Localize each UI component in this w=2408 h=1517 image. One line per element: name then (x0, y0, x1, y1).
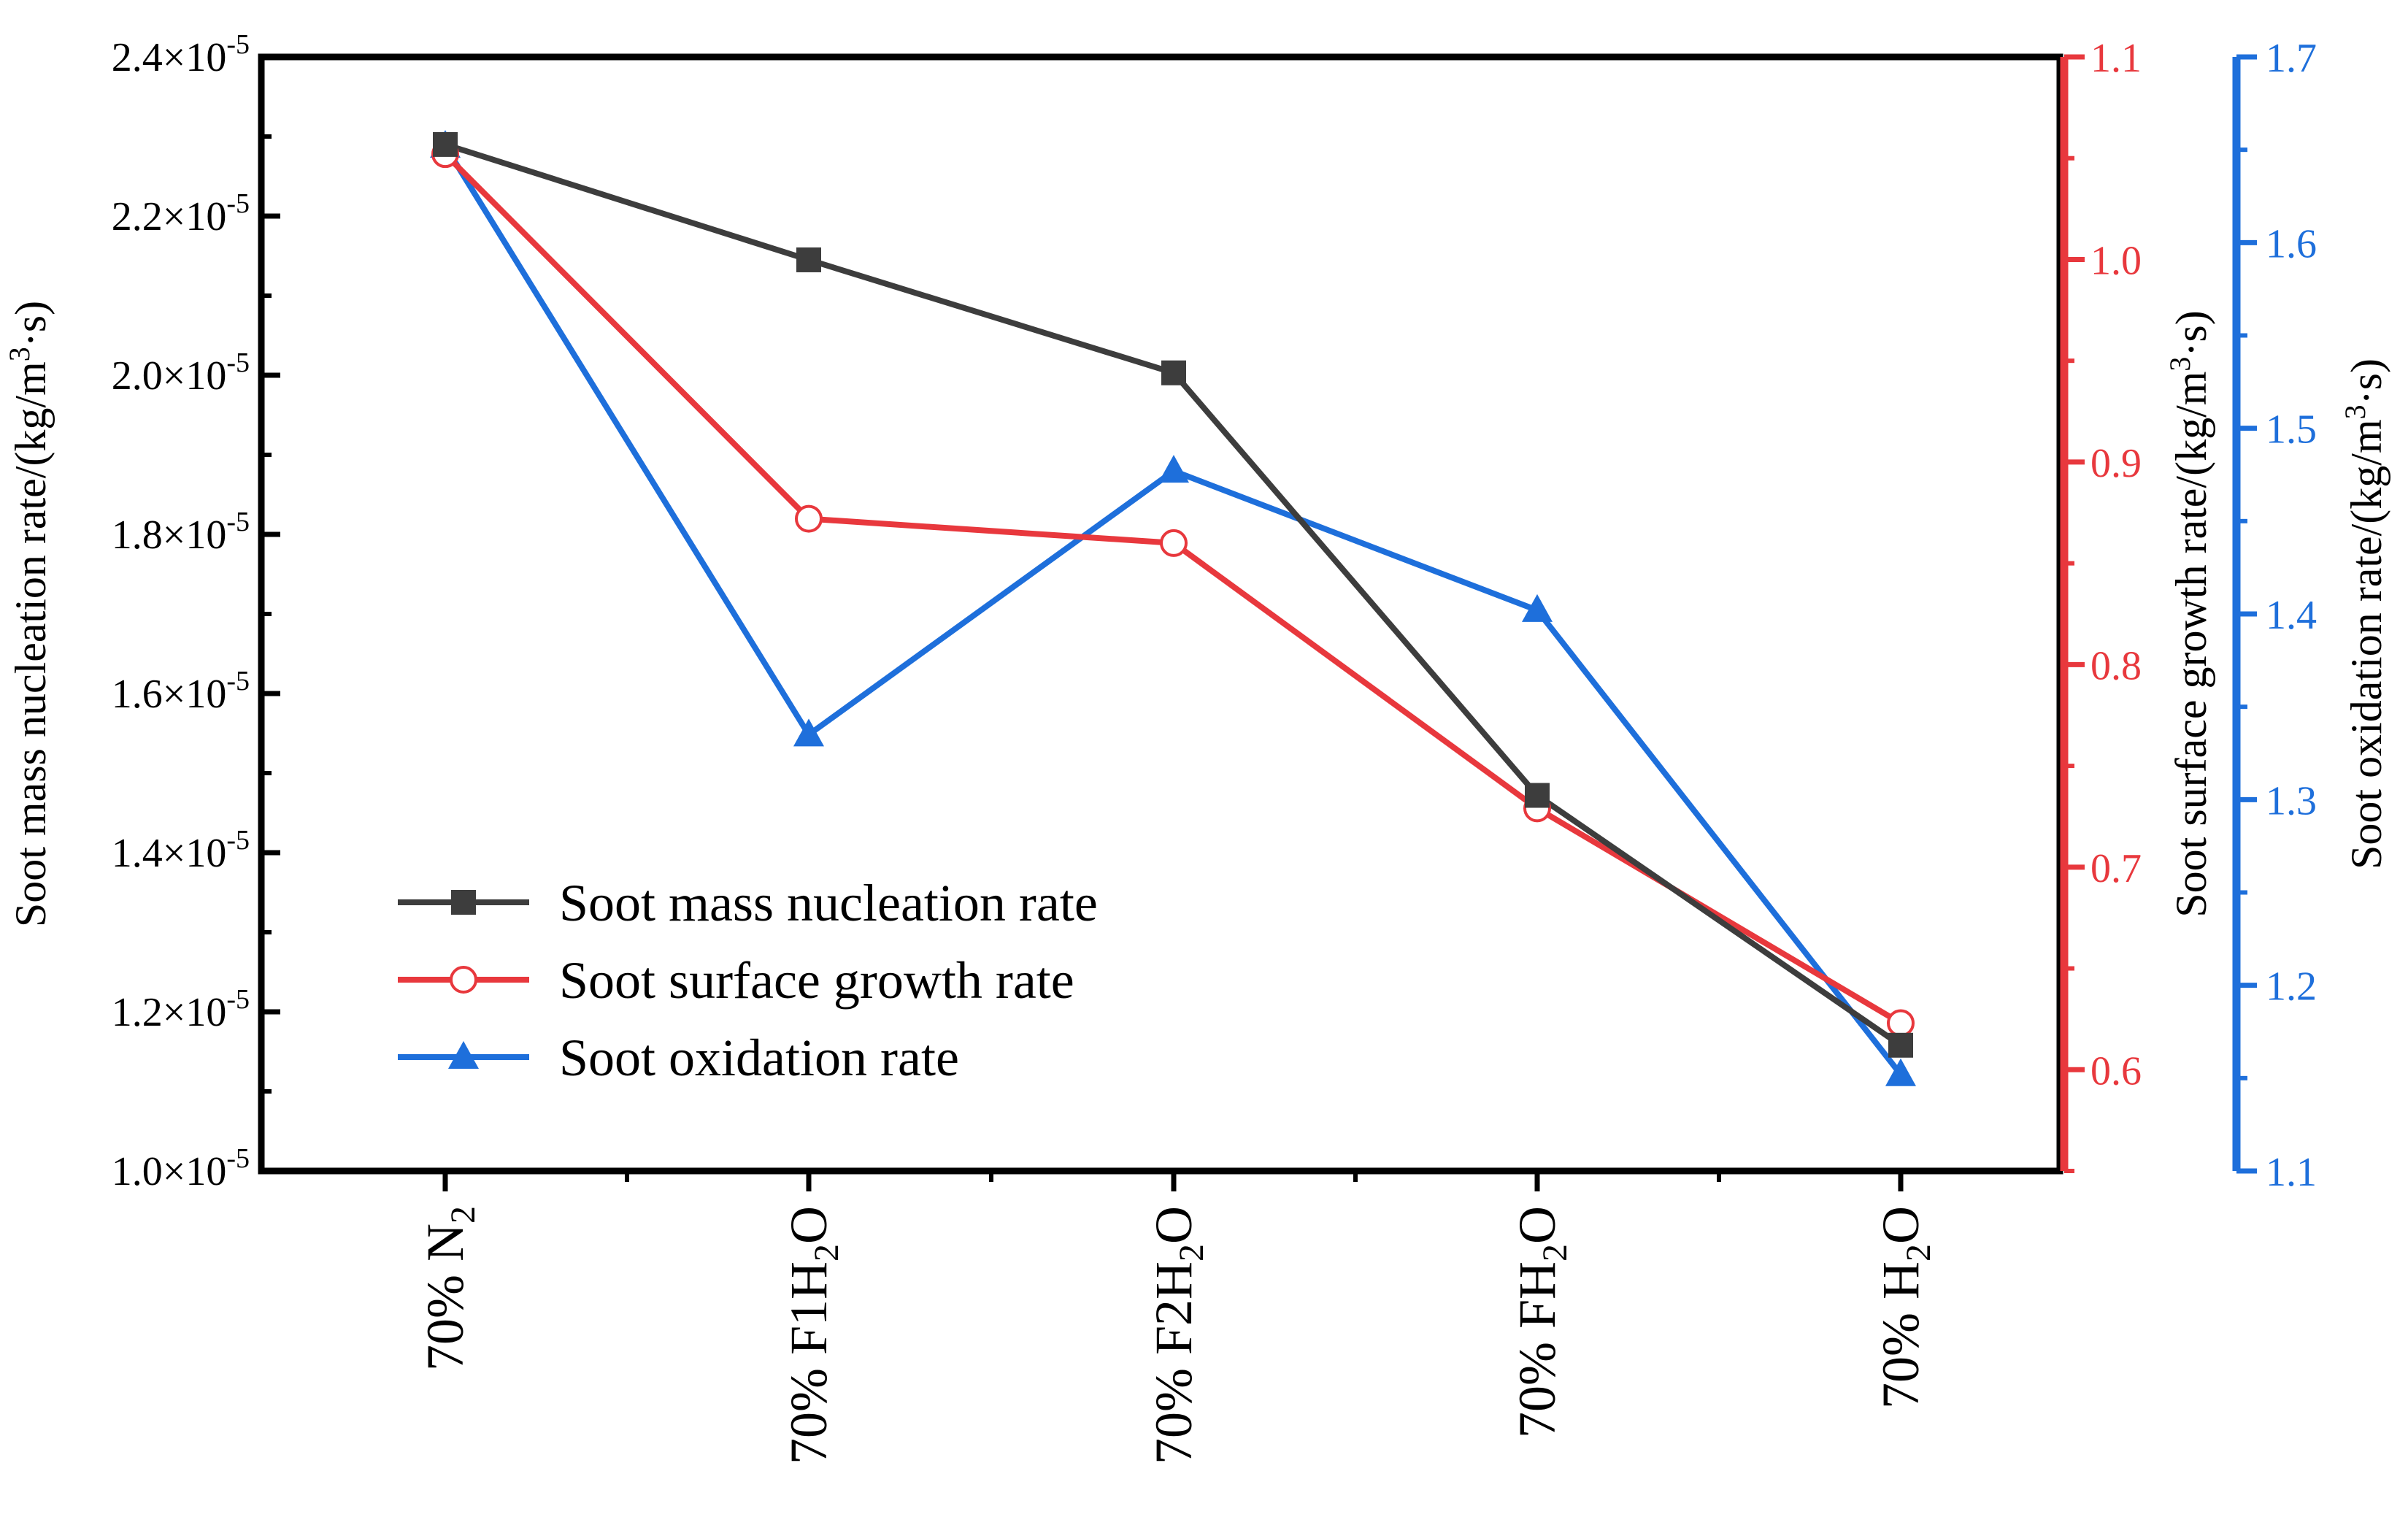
x-tick-label: 70% F2H2O (1145, 1206, 1211, 1464)
left-tick-label: 1.6×10-5 (112, 666, 250, 717)
right1-tick-label: 1.0 (2090, 238, 2142, 283)
left-tick-label: 1.2×10-5 (112, 984, 250, 1035)
series-2-point (1885, 1058, 1916, 1086)
left-axis: 1.0×10-5 1.2×10-5 1.4×10-5 1.6×10-5 1.8×10-5… (3, 29, 280, 1194)
right-axis-surface-growth-title: Soot surface growth rate/(kg/m3·s) (2163, 310, 2215, 917)
plot-frame (258, 53, 2063, 1175)
right2-tick-label: 1.7 (2266, 36, 2317, 81)
right1-tick-label: 0.7 (2090, 846, 2142, 891)
left-tick-label: 1.4×10-5 (112, 825, 250, 876)
legend-label-2: Soot oxidation rate (559, 1029, 959, 1087)
legend-label-1: Soot surface growth rate (559, 951, 1074, 1010)
series-2-point (1522, 594, 1553, 622)
left-axis-title: Soot mass nucleation rate/(kg/m3·s) (3, 301, 55, 927)
series-2-point (1158, 455, 1189, 483)
left-tick-label: 2.0×10-5 (112, 347, 250, 399)
series-0-point (796, 247, 821, 272)
series-0-point (433, 131, 458, 157)
left-tick-label: 2.4×10-5 (112, 29, 250, 80)
series-1-point (1887, 1009, 1915, 1037)
series-0-point (1888, 1032, 1913, 1058)
left-tick-label: 1.8×10-5 (112, 507, 250, 558)
series-0-point (1525, 783, 1550, 808)
legend-marker-2 (448, 1041, 479, 1069)
legend-label-0: Soot mass nucleation rate (559, 874, 1098, 932)
series-1-point (795, 504, 823, 533)
right2-tick-label: 1.4 (2266, 593, 2317, 638)
right-axis-oxidation-title: Soot oxidation rate/(kg/m3·s) (2339, 358, 2390, 869)
right2-tick-label: 1.1 (2266, 1150, 2317, 1195)
x-tick-label: 70% FH2O (1508, 1206, 1574, 1438)
x-axis: 70% N2 70% F1H2O 70% F2H2O 70% FH2O 70% H2O (416, 1171, 1938, 1464)
right2-tick-label: 1.6 (2266, 221, 2317, 266)
x-tick-label: 70% F1H2O (780, 1206, 846, 1464)
left-tick-label: 2.2×10-5 (112, 188, 250, 239)
right2-tick-label: 1.2 (2266, 964, 2317, 1010)
series-1-point (1160, 529, 1188, 557)
right1-tick-label: 0.9 (2090, 441, 2142, 486)
right2-tick-label: 1.5 (2266, 407, 2317, 453)
right1-tick-label: 0.6 (2090, 1048, 2142, 1094)
right1-tick-label: 0.8 (2090, 643, 2142, 688)
series-line-2 (442, 144, 1904, 1077)
right-axis-surface-growth: 0.6 0.7 0.8 0.9 1.0 1.1 Soot surface growth ra… (2060, 36, 2215, 1173)
legend-marker-1 (450, 966, 477, 994)
series-2-point (793, 718, 824, 747)
right1-tick-label: 1.1 (2090, 36, 2142, 81)
x-tick-label: 70% N2 (416, 1206, 482, 1371)
series-layer (430, 130, 1916, 1086)
series-0-point (1161, 360, 1186, 385)
right-axis-oxidation: 1.1 1.2 1.3 1.4 1.5 1.6 1.7 Soot oxidation rate… (2232, 36, 2390, 1195)
legend-marker-0 (451, 890, 476, 915)
legend: Soot mass nucleation rate Soot surface gr… (398, 874, 1098, 1087)
left-tick-label: 1.0×10-5 (112, 1143, 250, 1194)
right2-tick-label: 1.3 (2266, 778, 2317, 823)
x-tick-label: 70% H2O (1872, 1206, 1938, 1409)
